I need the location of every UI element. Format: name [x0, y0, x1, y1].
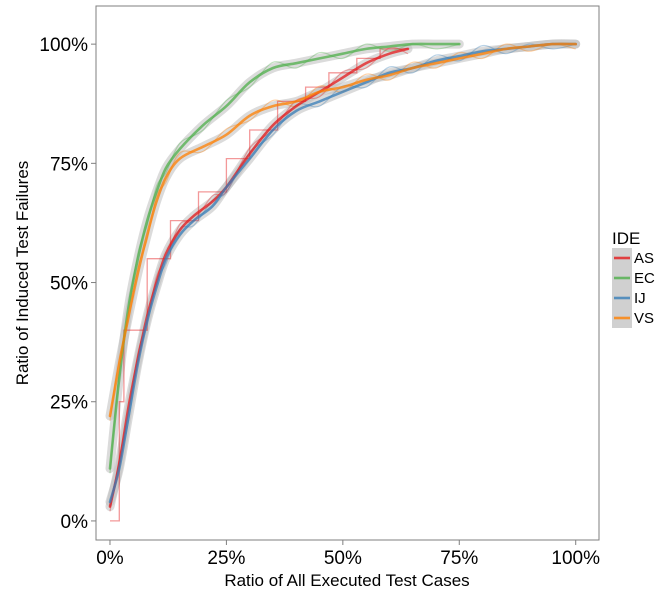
- y-tick-label: 0%: [61, 512, 89, 533]
- plot-panel: [95, 5, 600, 541]
- legend-item-ec: EC: [612, 268, 655, 288]
- legend-label: AS: [634, 250, 654, 267]
- y-tick-label: 25%: [50, 393, 88, 414]
- series-ij-line: [108, 42, 577, 504]
- x-tick-label: 25%: [207, 548, 245, 569]
- legend-item-vs: VS: [612, 308, 654, 328]
- y-axis: 0% 25% 50% 75% 100%: [39, 35, 96, 533]
- x-tick-label: 75%: [440, 548, 478, 569]
- x-tick-label: 50%: [324, 548, 362, 569]
- x-axis-label: Ratio of All Executed Test Cases: [224, 571, 469, 590]
- legend-items: AS EC IJ VS: [612, 248, 655, 328]
- x-tick-label: 0%: [96, 548, 124, 569]
- legend-label: EC: [634, 270, 655, 287]
- legend-item-ij: IJ: [612, 288, 646, 308]
- plot-area: [105, 39, 581, 522]
- x-axis: 0% 25% 50% 75% 100%: [96, 540, 600, 569]
- y-tick-label: 50%: [50, 274, 88, 295]
- legend-label: VS: [634, 310, 654, 327]
- x-tick-label: 100%: [551, 548, 600, 569]
- legend-title: IDE: [612, 229, 640, 248]
- y-tick-label: 100%: [39, 35, 88, 56]
- legend-label: IJ: [634, 290, 646, 307]
- y-axis-label: Ratio of Induced Test Failures: [13, 161, 32, 386]
- legend-item-as: AS: [612, 248, 654, 268]
- y-tick-label: 75%: [50, 154, 88, 175]
- series-ec-line: [108, 42, 461, 470]
- legend: IDE AS EC IJ VS: [612, 229, 655, 328]
- series-vs-line: [108, 42, 577, 418]
